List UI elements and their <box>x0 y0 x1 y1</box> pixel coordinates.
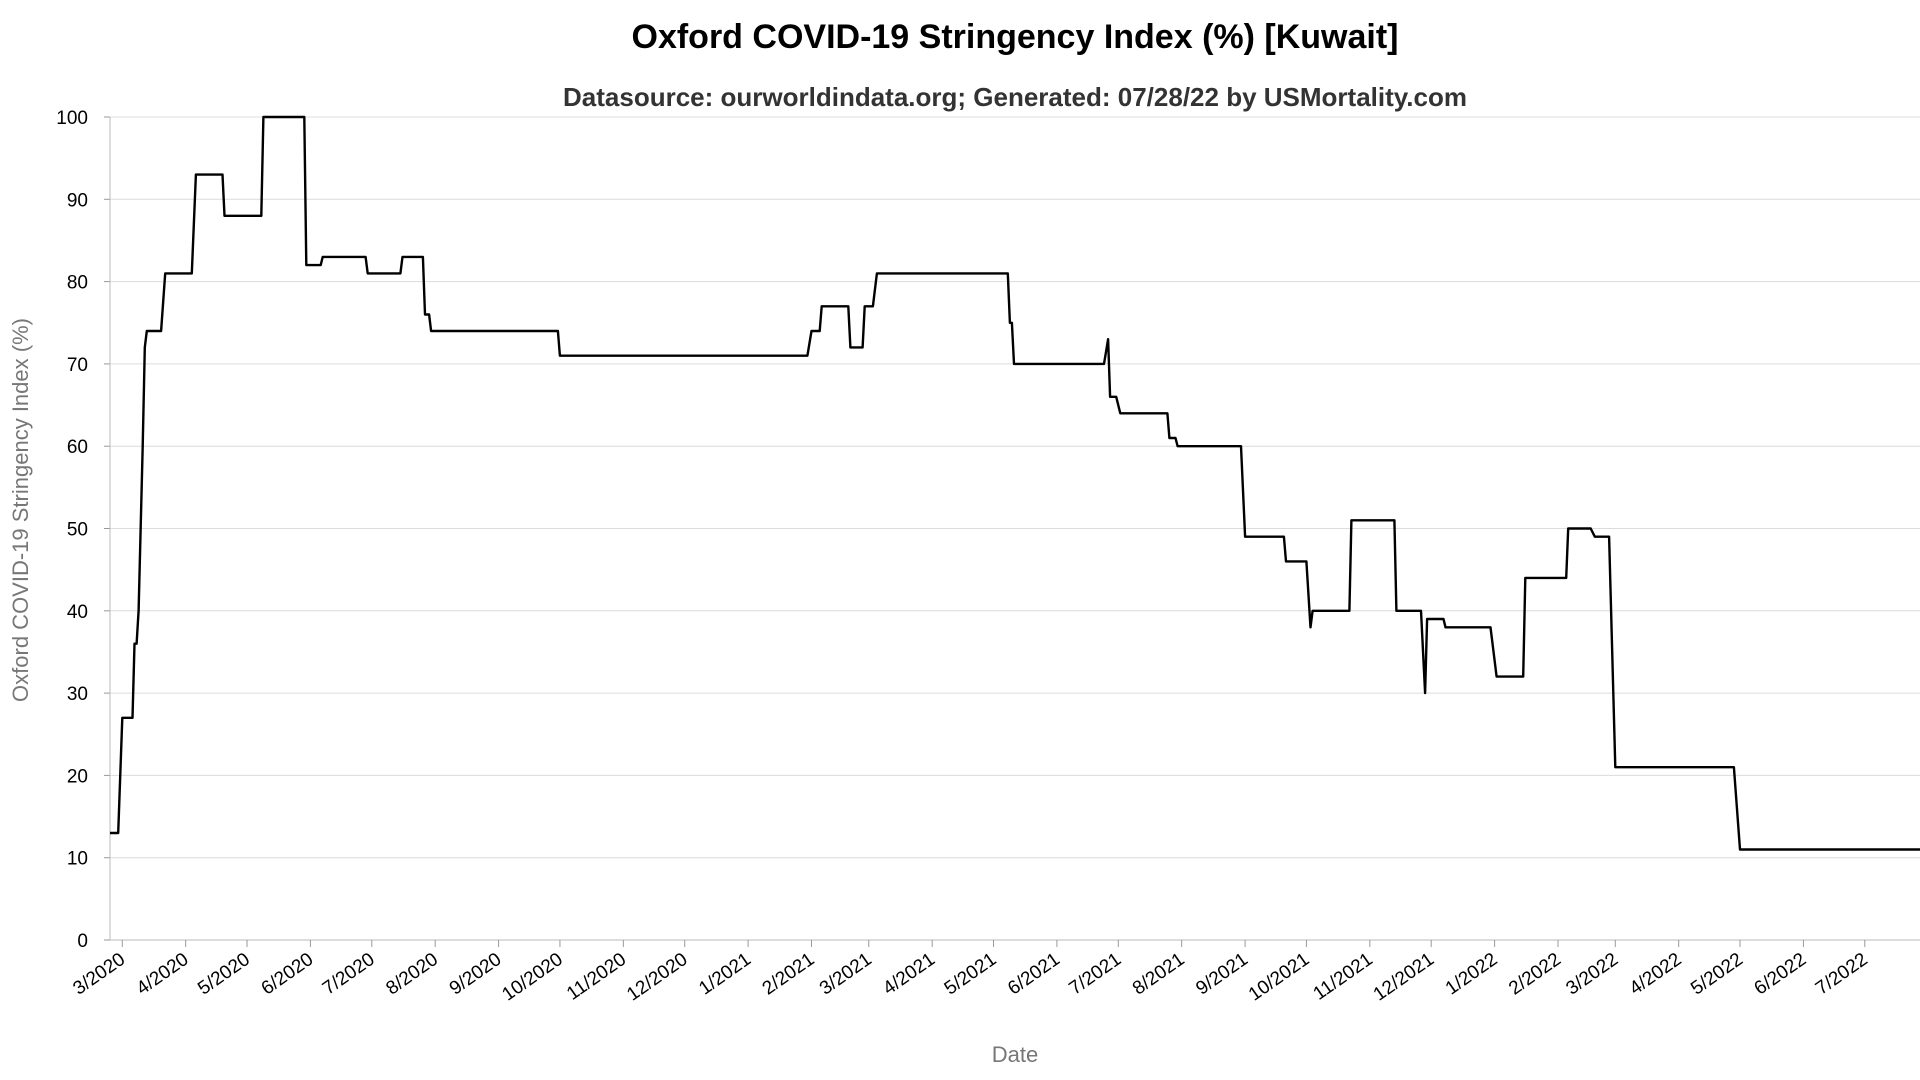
x-tick-label: 6/2020 <box>258 949 318 1000</box>
x-tick-label: 12/2021 <box>1370 949 1438 1006</box>
x-tick-label: 2/2021 <box>759 949 819 1000</box>
x-tick-label: 3/2022 <box>1562 949 1622 1000</box>
x-tick-label: 4/2020 <box>133 949 193 1000</box>
grid-layer <box>110 116 1920 941</box>
x-axis-label: Date <box>992 1042 1038 1067</box>
x-tick-label: 6/2022 <box>1751 949 1811 1000</box>
x-tick-label: 7/2022 <box>1812 949 1872 1000</box>
x-tick-label: 1/2022 <box>1442 949 1502 1000</box>
x-tick-label: 5/2022 <box>1687 949 1747 1000</box>
x-tick-label: 5/2021 <box>941 949 1001 1000</box>
chart-subtitle: Datasource: ourworldindata.org; Generate… <box>563 82 1467 112</box>
x-tick-label: 9/2020 <box>446 949 506 1000</box>
x-tick-label: 10/2020 <box>499 949 567 1006</box>
x-tick-label: 9/2021 <box>1192 949 1252 1000</box>
x-tick-label: 5/2020 <box>194 949 254 1000</box>
x-tick-label: 2/2022 <box>1505 949 1565 1000</box>
y-tick-label: 0 <box>77 931 88 952</box>
x-tick-label: 8/2021 <box>1129 949 1189 1000</box>
y-tick-label: 90 <box>67 190 88 211</box>
series-layer <box>110 115 1920 851</box>
x-tick-label: 3/2020 <box>69 949 129 1000</box>
y-tick-label: 10 <box>67 849 88 870</box>
y-tick-label: 40 <box>67 602 88 623</box>
y-tick-label: 30 <box>67 684 88 705</box>
y-tick-label: 80 <box>67 273 88 294</box>
x-tick-label: 8/2020 <box>382 949 442 1000</box>
y-tick-label: 60 <box>67 437 88 458</box>
x-tick-label: 4/2022 <box>1626 949 1686 1000</box>
y-tick-label: 50 <box>67 520 88 541</box>
chart-title: Oxford COVID-19 Stringency Index (%) [Ku… <box>632 18 1399 56</box>
y-tick-label: 100 <box>56 108 88 129</box>
stringency-index-line <box>110 115 1920 851</box>
y-tick-label: 20 <box>67 766 88 787</box>
x-tick-label: 7/2021 <box>1065 949 1125 1000</box>
x-tick-label: 3/2021 <box>816 949 876 1000</box>
x-tick-label: 12/2020 <box>623 949 691 1006</box>
y-tick-label: 70 <box>67 355 88 376</box>
x-tick-label: 10/2021 <box>1245 949 1313 1006</box>
x-tick-label: 4/2021 <box>879 949 939 1000</box>
axis-layer: 0 10 20 30 40 50 60 70 80 90 100 3/2020 4/2020 5/2020… <box>56 108 1920 1005</box>
x-tick-label: 6/2021 <box>1004 949 1064 1000</box>
x-tick-label: 1/2021 <box>695 949 755 1000</box>
y-axis-label: Oxford COVID-19 Stringency Index (%) <box>8 318 33 702</box>
x-tick-label: 11/2020 <box>563 949 630 1005</box>
x-tick-label: 7/2020 <box>319 949 379 1000</box>
x-tick-label: 11/2021 <box>1310 949 1377 1005</box>
